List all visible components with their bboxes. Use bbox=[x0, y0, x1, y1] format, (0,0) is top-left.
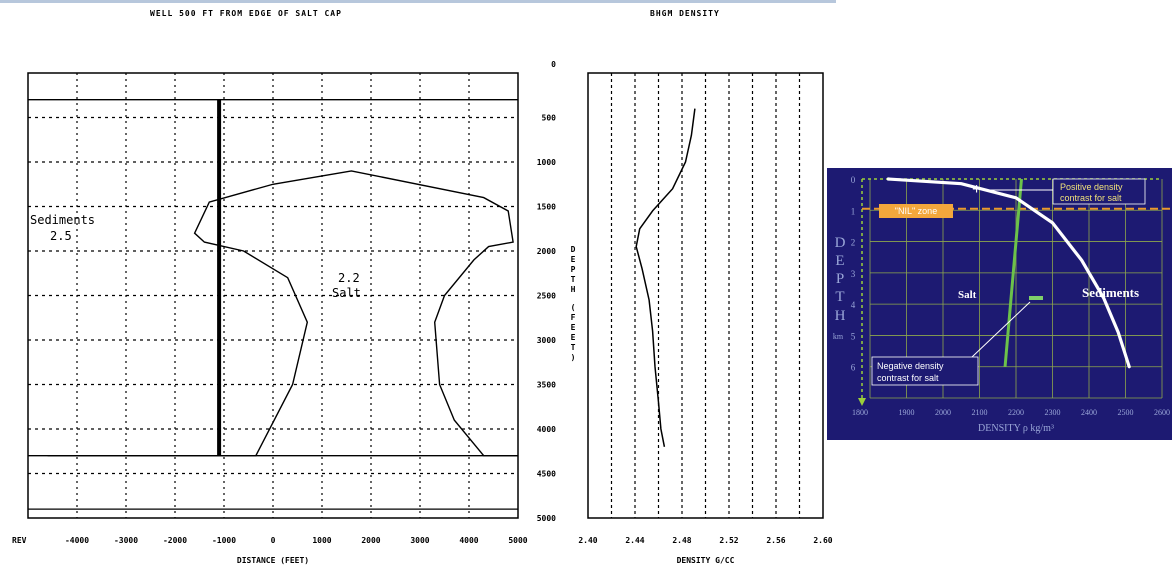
y-axis-label-char: T bbox=[571, 275, 576, 284]
y-tick-label: 3000 bbox=[537, 336, 556, 345]
y-tick-label: 2 bbox=[851, 238, 856, 248]
x-tick-label: 2000 bbox=[361, 536, 380, 545]
x-axis-label: DENSITY G/CC bbox=[677, 556, 735, 565]
x-tick-label: 2.56 bbox=[766, 536, 785, 545]
y-tick-label: 1500 bbox=[537, 203, 556, 212]
plot-frame bbox=[587, 72, 824, 519]
y-axis-label-char: ( bbox=[571, 303, 576, 312]
x-tick-label: REV bbox=[12, 536, 27, 545]
y-axis-label-char: E bbox=[571, 323, 576, 332]
y-tick-label: 1 bbox=[851, 206, 856, 216]
x-tick-label: 2100 bbox=[972, 408, 988, 417]
x-tick-label: 1000 bbox=[312, 536, 331, 545]
y-tick-label: 3 bbox=[851, 269, 856, 279]
y-axis-label-char: F bbox=[571, 313, 576, 322]
y-axis-label-char: ) bbox=[571, 353, 576, 362]
nil-zone-label: "NIL" zone bbox=[895, 206, 937, 216]
x-tick-label: 1900 bbox=[899, 408, 915, 417]
y-tick-label: 6 bbox=[851, 363, 856, 373]
negative-callout-line bbox=[971, 301, 1031, 358]
x-tick-label: 2.60 bbox=[813, 536, 832, 545]
y-axis-label-char: H bbox=[571, 285, 576, 294]
x-tick-label: 2400 bbox=[1081, 408, 1097, 417]
x-axis-label: DENSITY ρ kg/m³ bbox=[978, 423, 1054, 434]
x-tick-label: -1000 bbox=[212, 536, 236, 545]
nil-zone-box bbox=[879, 204, 953, 218]
x-tick-label: 2.44 bbox=[625, 536, 644, 545]
y-axis-label-char: E bbox=[571, 333, 576, 342]
y-tick-label: 2500 bbox=[537, 292, 556, 301]
y-tick-label: 4500 bbox=[537, 470, 556, 479]
positive-plus-sign: + bbox=[972, 181, 981, 198]
salt-label: Salt bbox=[332, 286, 361, 300]
sediments-density-curve bbox=[886, 177, 1131, 369]
sediments-density-label: 2.5 bbox=[50, 229, 72, 243]
y-tick-label: 0 bbox=[551, 60, 556, 69]
x-tick-label: 4000 bbox=[459, 536, 478, 545]
sediments-series-label: Sediments bbox=[1082, 285, 1139, 300]
negative-callout-line1: Negative density bbox=[877, 361, 944, 371]
y-tick-label: 3500 bbox=[537, 381, 556, 390]
cross-section-chart: REV -4000 -3000 -2000 -1000 0 1000 2000 3000 4000… bbox=[12, 60, 576, 565]
negative-callout-line2: contrast for salt bbox=[877, 373, 939, 383]
y-axis-label-char: D bbox=[835, 235, 846, 251]
x-tick-label: 3000 bbox=[410, 536, 429, 545]
y-tick-label: 500 bbox=[542, 114, 557, 123]
density-depth-chart: 1800 1900 2000 2100 2200 2300 2400 2500 2600 0 1 2 3… bbox=[827, 168, 1172, 440]
y-axis-label-char: D bbox=[571, 245, 576, 254]
x-axis-label: DISTANCE (FEET) bbox=[237, 556, 309, 565]
y-axis-label-char: E bbox=[835, 253, 844, 269]
x-tick-label: 2.52 bbox=[719, 536, 738, 545]
positive-callout-box bbox=[1052, 178, 1146, 205]
salt-outline bbox=[47, 170, 518, 457]
density-log-chart: 2.40 2.44 2.48 2.52 2.56 2.60 DENSITY G/CC bbox=[578, 72, 833, 565]
y-tick-label: 1000 bbox=[537, 158, 556, 167]
x-tick-label: 2.40 bbox=[578, 536, 597, 545]
x-tick-label: 2200 bbox=[1008, 408, 1024, 417]
x-tick-label: 2600 bbox=[1154, 408, 1170, 417]
salt-density-label: 2.2 bbox=[338, 271, 360, 285]
y-tick-label: 5000 bbox=[537, 514, 556, 523]
y-axis-label-char: P bbox=[571, 265, 576, 274]
y-axis-label-char: T bbox=[571, 343, 576, 352]
x-tick-label: -3000 bbox=[114, 536, 138, 545]
x-tick-label: 2000 bbox=[935, 408, 951, 417]
density-curve bbox=[635, 108, 696, 447]
plot-frame bbox=[27, 72, 519, 519]
negative-minus-sign bbox=[1029, 296, 1043, 300]
salt-density-line bbox=[1003, 178, 1023, 367]
cross-section-title: WELL 500 FT FROM EDGE OF SALT CAP bbox=[150, 9, 342, 18]
x-tick-label: 2300 bbox=[1045, 408, 1061, 417]
top-divider-line bbox=[0, 0, 836, 3]
density-log-title: BHGM DENSITY bbox=[650, 9, 720, 18]
negative-callout-box bbox=[871, 356, 979, 386]
x-tick-label: -2000 bbox=[163, 536, 187, 545]
x-tick-label: 0 bbox=[271, 536, 276, 545]
y-axis-label-char: H bbox=[835, 308, 846, 324]
x-tick-label: 2500 bbox=[1118, 408, 1134, 417]
y-tick-label: 5 bbox=[851, 331, 856, 341]
x-tick-label: 1800 bbox=[852, 408, 868, 417]
y-tick-label: 4000 bbox=[537, 425, 556, 434]
y-tick-label: 4 bbox=[851, 300, 856, 310]
positive-callout-line1: Positive density bbox=[1060, 182, 1123, 192]
y-axis-arrow bbox=[858, 398, 866, 406]
x-tick-label: 5000 bbox=[508, 536, 527, 545]
y-axis-label-char: E bbox=[571, 255, 576, 264]
y-axis-label-char: P bbox=[836, 271, 844, 287]
y-tick-label: 0 bbox=[851, 175, 856, 185]
y-axis-unit-label: km bbox=[833, 332, 844, 341]
positive-callout-line2: contrast for salt bbox=[1060, 193, 1122, 203]
y-axis-label-char: T bbox=[835, 289, 844, 305]
x-tick-label: -4000 bbox=[65, 536, 89, 545]
y-tick-label: 2000 bbox=[537, 247, 556, 256]
x-tick-label: 2.48 bbox=[672, 536, 691, 545]
sediments-label: Sediments bbox=[30, 213, 95, 227]
salt-series-label: Salt bbox=[958, 289, 977, 301]
